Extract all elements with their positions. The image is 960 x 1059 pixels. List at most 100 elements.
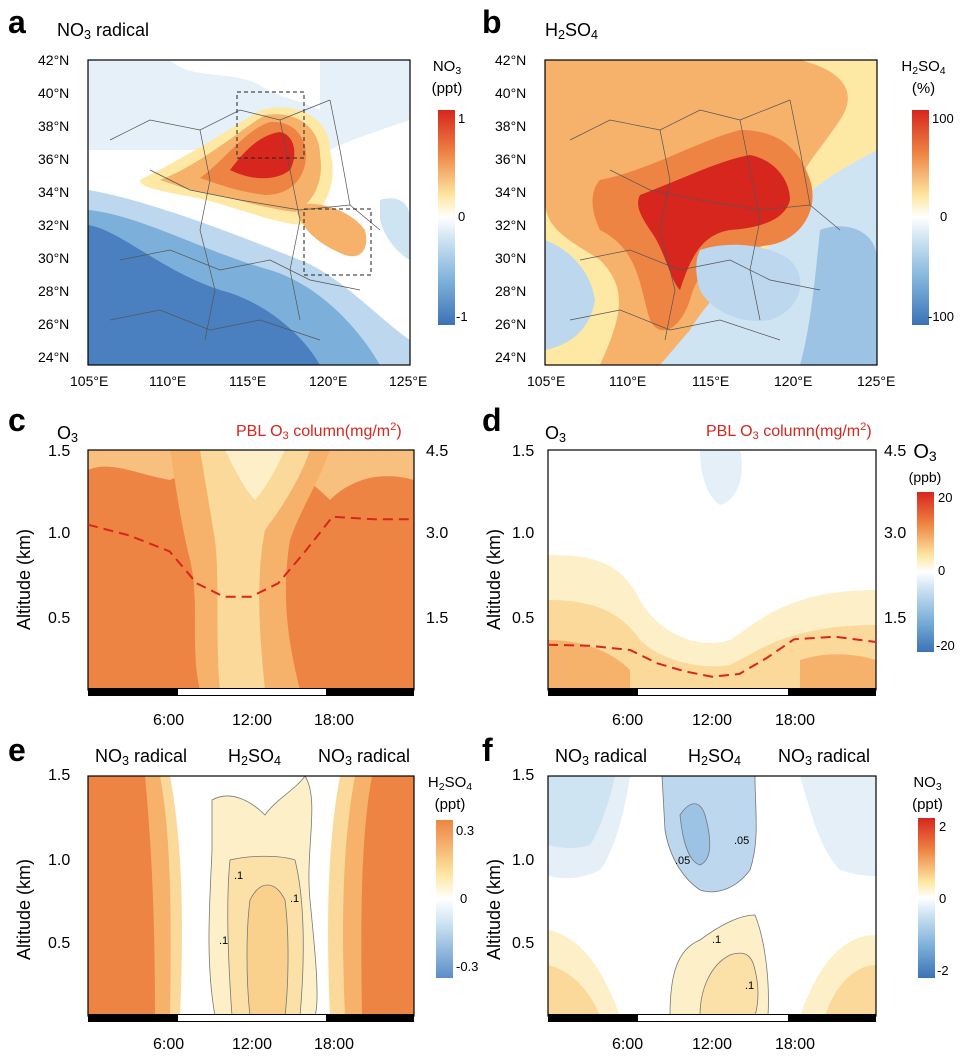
- panel-e-cb-tick-max: 0.3: [456, 823, 475, 838]
- lon-tick: 110°E: [149, 373, 187, 389]
- panel-f-cb-title: NO3 (ppt): [912, 774, 943, 813]
- panel-a-colorbar: [438, 110, 455, 325]
- panel-c-y2tick: 3.0: [426, 525, 449, 542]
- panel-d-xtick: 18:00: [775, 712, 816, 729]
- panel-d-xtick: 12:00: [692, 712, 733, 729]
- panel-a-box-east: [303, 208, 372, 276]
- panel-d-pbl-line: [547, 635, 877, 678]
- panel-b-title: H2SO4: [545, 20, 599, 42]
- panel-f-cb-tick-max: 2: [939, 819, 947, 834]
- panel-e-contour-label: .1: [219, 935, 229, 947]
- panel-e-daylight: [178, 1015, 326, 1021]
- panel-e-xtick: 6:00: [153, 1036, 185, 1053]
- panel-c-y2tick: 1.5: [426, 610, 449, 627]
- lon-tick: 115°E: [692, 373, 730, 389]
- lat-tick: 32°N: [495, 217, 527, 233]
- panel-a-box-north: [236, 91, 305, 159]
- panel-d-cb-tick-max: 20: [938, 490, 953, 505]
- panel-d-cb-title: O3 (ppb): [908, 441, 942, 485]
- lat-tick: 26°N: [495, 316, 527, 332]
- panel-d-left-title: O3: [545, 423, 567, 445]
- lat-tick: 30°N: [495, 250, 527, 266]
- panel-e-title-left: NO3 radical: [95, 746, 188, 768]
- lon-tick: 110°E: [609, 373, 647, 389]
- panel-d-daylight: [638, 689, 788, 695]
- panel-a-title: NO3 radical: [57, 20, 150, 42]
- lat-tick: 40°N: [495, 85, 527, 101]
- panel-f-contour-label: .05: [675, 855, 691, 867]
- panel-e-title-mid: H2SO4: [228, 746, 282, 768]
- panel-a-cb-tick-min: -1: [456, 309, 468, 324]
- panel-letter-c: c: [8, 402, 26, 438]
- panel-letter-a: a: [8, 4, 26, 40]
- panel-b-frame: [544, 59, 878, 366]
- lat-tick: 30°N: [38, 250, 70, 266]
- lat-tick: 40°N: [38, 85, 70, 101]
- lat-tick: 28°N: [495, 283, 527, 299]
- panel-d-cb-tick-min: -20: [936, 638, 955, 653]
- lat-tick: 24°N: [495, 349, 527, 365]
- panel-e-cb-title: H2SO4 (ppt): [427, 774, 473, 813]
- panel-f-ytick: 1.0: [512, 852, 535, 869]
- panel-d-ytick: 1.5: [512, 443, 535, 460]
- panel-e-xtick: 18:00: [314, 1036, 355, 1053]
- lat-tick: 42°N: [495, 52, 527, 68]
- panel-c-left-title: O3: [57, 423, 79, 445]
- panel-letter-d: d: [482, 402, 502, 438]
- panel-c-pbl-line: [87, 515, 414, 598]
- lon-tick: 125°E: [857, 373, 896, 389]
- lat-tick: 32°N: [38, 217, 70, 233]
- panel-d-y2tick: 4.5: [884, 443, 907, 460]
- panel-e-ytick: 1.5: [48, 767, 71, 784]
- panel-e-cb-tick-min: -0.3: [456, 959, 479, 974]
- panel-d-xtick: 6:00: [612, 712, 644, 729]
- panel-e-title-right: NO3 radical: [318, 746, 411, 768]
- panel-letter-e: e: [8, 732, 26, 768]
- panel-f-title-right: NO3 radical: [778, 746, 871, 768]
- lat-tick: 26°N: [38, 316, 70, 332]
- panel-f-xtick: 18:00: [775, 1036, 816, 1053]
- panel-f-ytick: 1.5: [512, 767, 535, 784]
- lat-tick: 38°N: [495, 118, 527, 134]
- panel-b-cb-title: H2SO4 (%): [901, 58, 946, 97]
- panel-e-contour-label: .1: [234, 870, 244, 882]
- lat-tick: 42°N: [38, 52, 70, 68]
- lat-tick: 34°N: [38, 184, 70, 200]
- panel-f-cb-tick-min: -2: [937, 963, 949, 978]
- lon-tick: 120°E: [774, 373, 813, 389]
- panel-f-contour-label: .05: [734, 835, 750, 847]
- panel-c-daylight: [178, 689, 326, 695]
- panel-f-title-left: NO3 radical: [555, 746, 648, 768]
- lat-tick: 28°N: [38, 283, 70, 299]
- panel-a-cb-tick-max: 1: [458, 111, 466, 126]
- lon-tick: 125°E: [389, 373, 428, 389]
- panel-d-right-title: PBL O3 column(mg/m2): [706, 421, 872, 442]
- lon-tick: 115°E: [229, 373, 267, 389]
- panel-c-xtick: 6:00: [153, 712, 185, 729]
- panel-b-colorbar: [912, 110, 929, 325]
- panel-d-cb-tick-mid: 0: [938, 563, 946, 578]
- panel-a-frame: [87, 59, 411, 366]
- panel-c-ytick: 1.5: [48, 443, 71, 460]
- panel-letter-b: b: [482, 4, 502, 40]
- panel-e-xtick: 12:00: [232, 1036, 273, 1053]
- panel-b-cb-tick-mid: 0: [940, 209, 948, 224]
- panel-f-ylabel: Altitude (km): [484, 858, 504, 960]
- panel-c-xtick: 12:00: [232, 712, 273, 729]
- panel-e-ytick: 1.0: [48, 852, 71, 869]
- lat-tick: 36°N: [38, 151, 70, 167]
- panel-f-colorbar: [918, 818, 935, 978]
- panel-c-y2tick: 4.5: [426, 443, 449, 460]
- panel-e-cb-tick-mid: 0: [460, 891, 468, 906]
- panel-f-cb-tick-mid: 0: [939, 891, 947, 906]
- panel-b-cb-tick-max: 100: [932, 111, 954, 126]
- panel-e-colorbar: [436, 820, 453, 978]
- panel-a-cb-title: NO3 (ppt): [431, 58, 463, 97]
- panel-e-contour-label: .1: [290, 893, 300, 905]
- panel-f-daylight: [638, 1015, 788, 1021]
